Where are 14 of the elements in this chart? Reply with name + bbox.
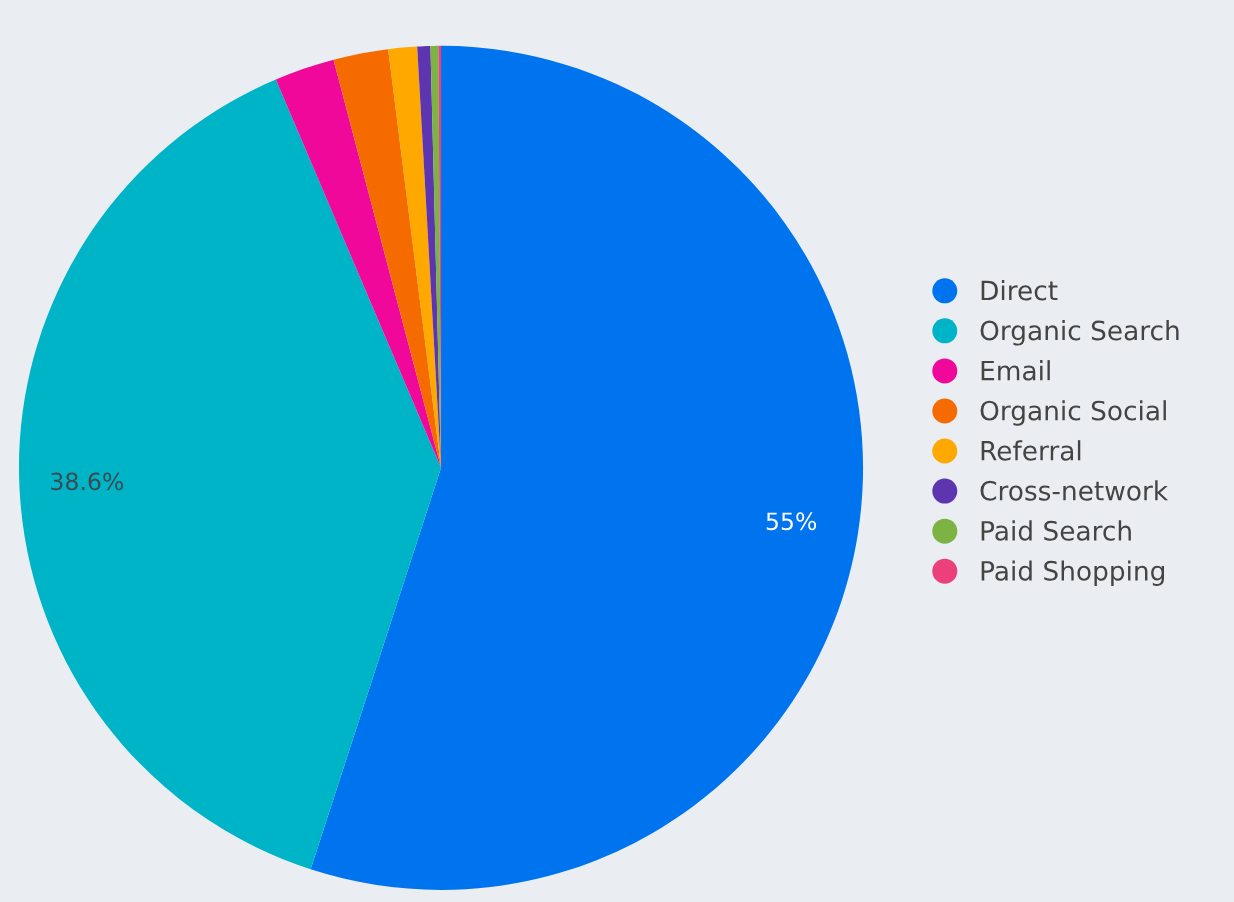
pie-slice [310,45,864,890]
data-label: 55% [766,512,817,531]
legend-label: Email [981,360,1050,381]
pie-slice [275,59,442,468]
pie-slice [333,49,442,468]
legend-label: Cross-network [980,480,1169,501]
legend-label: Referral [981,440,1081,461]
data-label: 38.6% [51,472,124,491]
legend-label: Organic Social [980,400,1166,426]
legend-label: Paid Search [981,520,1131,541]
legend-label: Paid Shopping [981,560,1164,586]
legend-label: Direct [981,280,1058,301]
pie-slice [19,79,442,870]
legend-label: Organic Search [980,320,1179,346]
